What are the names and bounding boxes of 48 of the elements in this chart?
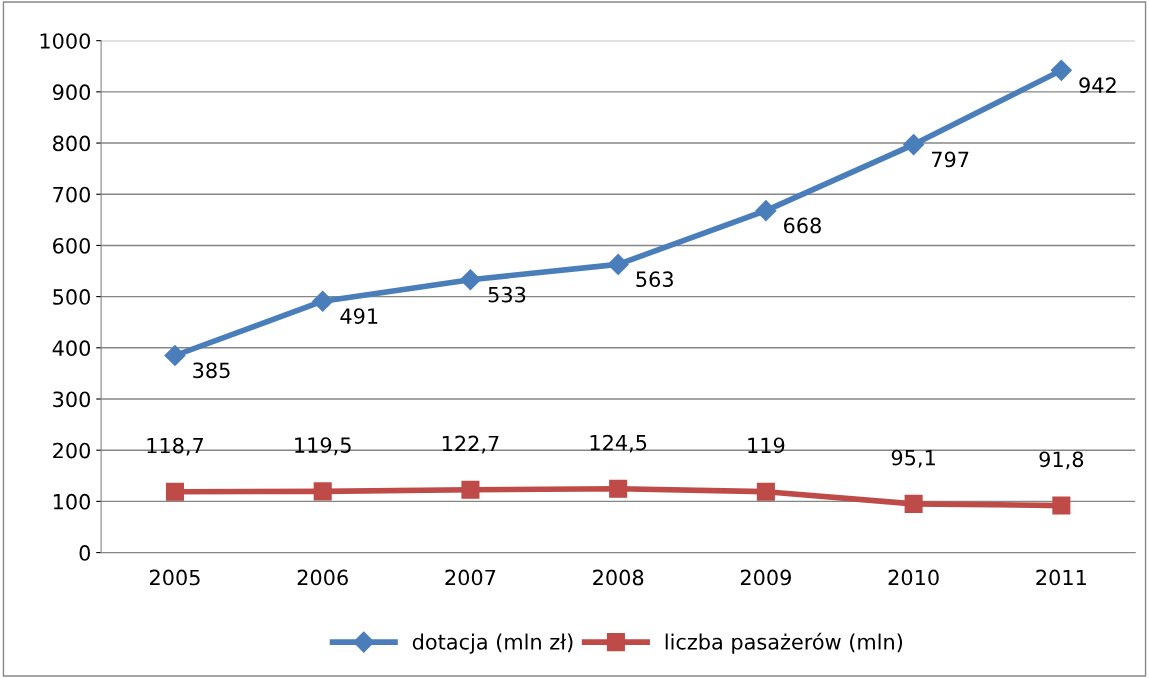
- data-label: 124,5: [590, 434, 647, 453]
- point: [459, 269, 481, 291]
- point: [165, 482, 185, 501]
- point: [756, 482, 775, 501]
- y-tick-label: 300: [53, 391, 91, 408]
- data-label: 533: [488, 286, 526, 303]
- data-label: 797: [931, 151, 969, 168]
- point: [1050, 59, 1072, 81]
- y-tick-label: 600: [53, 237, 91, 254]
- data-label: 385: [193, 362, 230, 379]
- y-tick-label: 1000: [40, 33, 91, 49]
- point: [755, 200, 777, 222]
- y-tick-label: 0: [79, 545, 91, 561]
- point: [903, 134, 925, 156]
- x-tick-label: 2007: [445, 569, 496, 586]
- data-label: 91,8: [1039, 451, 1084, 470]
- legend-label: liczba pasażerów (mln): [665, 632, 903, 654]
- legend-label: dotacja (mln zł): [412, 633, 573, 654]
- point: [312, 290, 334, 312]
- x-tick-label: 2009: [740, 569, 791, 586]
- x-tick-label: 2010: [888, 569, 939, 586]
- y-tick-label: 700: [53, 186, 91, 203]
- data-label: 122,7: [442, 435, 499, 454]
- data-label: 118,7: [147, 437, 204, 456]
- point: [313, 482, 332, 501]
- data-label: 563: [636, 271, 673, 288]
- point: [1052, 496, 1071, 515]
- point: [164, 344, 186, 367]
- data-label: 668: [784, 217, 821, 234]
- y-tick-label: 500: [53, 289, 91, 305]
- x-tick-label: 2011: [1036, 569, 1086, 586]
- y-tick-label: 800: [53, 135, 91, 152]
- data-label: 119: [748, 437, 785, 454]
- point: [461, 480, 480, 499]
- data-label: 95,1: [891, 449, 935, 468]
- x-tick-label: 2006: [297, 569, 348, 586]
- y-tick-label: 900: [52, 84, 91, 101]
- x-tick-label: 2008: [593, 569, 644, 586]
- data-label: 119,5: [295, 437, 351, 456]
- data-label: 491: [340, 308, 378, 324]
- y-tick-label: 400: [52, 340, 91, 357]
- point: [904, 494, 923, 513]
- point: [609, 479, 628, 498]
- data-label: 942: [1079, 77, 1116, 94]
- y-tick-label: 200: [53, 442, 91, 459]
- y-tick-label: 100: [53, 493, 91, 510]
- x-tick-label: 2005: [149, 569, 200, 586]
- point: [607, 253, 629, 275]
